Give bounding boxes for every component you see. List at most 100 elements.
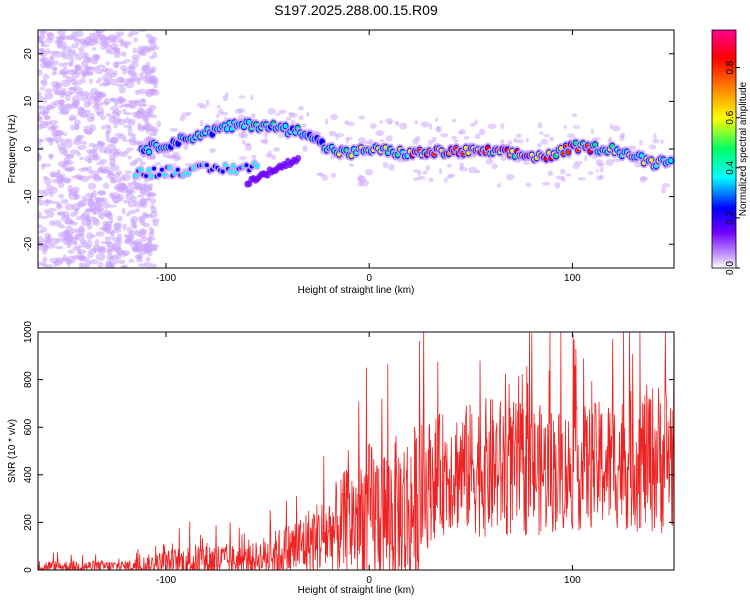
spectrogram-xlabel: Height of straight line (km) [298, 285, 415, 296]
heatmap-cell [40, 260, 46, 267]
heatmap-cell [137, 194, 145, 198]
heatmap-cell [653, 132, 657, 140]
x-tick-label: -100 [156, 575, 176, 586]
heatmap-cell [133, 173, 138, 178]
heatmap-cell [422, 170, 428, 175]
heatmap-cell [51, 65, 58, 71]
heatmap-cell [267, 107, 277, 115]
heatmap-cell [77, 249, 87, 255]
heatmap-cell [69, 149, 80, 155]
heatmap-cell [67, 184, 73, 193]
heatmap-cell [65, 94, 71, 102]
y-tick-label: 0 [23, 567, 34, 573]
heatmap-cell [431, 136, 437, 143]
heatmap-cell [48, 153, 54, 160]
heatmap-cell [175, 167, 180, 172]
heatmap-cell [113, 200, 119, 204]
heatmap-cell [72, 186, 80, 193]
chart-title: S197.2025.288.00.15.R09 [274, 2, 438, 18]
heatmap-cell [222, 94, 229, 102]
heatmap-cell [137, 106, 144, 114]
heatmap-cell [142, 213, 152, 217]
heatmap-cell [39, 86, 46, 91]
heatmap-cell [94, 208, 105, 212]
heatmap-cell [127, 99, 137, 104]
heatmap-cell [41, 79, 48, 87]
heatmap-cell [132, 47, 138, 54]
heatmap-cell [104, 236, 112, 242]
heatmap-cell [106, 254, 114, 261]
heatmap-cell [141, 46, 151, 54]
heatmap-cell [69, 114, 76, 121]
heatmap-cell [95, 30, 105, 34]
heatmap-cell [639, 139, 643, 146]
heatmap-cell [242, 139, 246, 145]
heatmap-cell [44, 92, 54, 100]
heatmap-cell [43, 209, 49, 214]
heatmap-cell [97, 190, 106, 196]
y-tick-label: -10 [23, 189, 34, 204]
heatmap-cell [130, 196, 138, 203]
heatmap-cell [132, 221, 137, 228]
heatmap-cell [39, 30, 45, 37]
heatmap-cell [52, 85, 58, 92]
heatmap-cell [72, 246, 79, 251]
heatmap-cell [228, 169, 233, 174]
heatmap-cell [516, 133, 522, 138]
heatmap-cell [38, 195, 42, 202]
heatmap-cell [94, 196, 101, 202]
heatmap-cell [283, 123, 288, 129]
heatmap-cell [40, 62, 48, 69]
heatmap-cell [42, 189, 53, 195]
heatmap-cell [137, 251, 147, 256]
heatmap-cell [588, 150, 592, 153]
heatmap-cell [124, 170, 132, 174]
heatmap-cell [590, 128, 595, 134]
heatmap-cell [536, 143, 542, 148]
heatmap-cell [639, 176, 649, 181]
heatmap-cell [357, 174, 364, 182]
heatmap-cell [172, 151, 181, 158]
heatmap-cell [80, 213, 90, 221]
heatmap-cell [95, 231, 105, 237]
x-tick-label: 100 [564, 575, 581, 586]
heatmap-cell [84, 129, 92, 135]
heatmap-cell [65, 76, 75, 83]
heatmap-cell [231, 164, 236, 169]
heatmap-cell [106, 265, 113, 268]
heatmap-cell [40, 56, 49, 64]
heatmap-cell [428, 139, 433, 146]
heatmap-cell [541, 181, 551, 186]
heatmap-cell [100, 45, 106, 51]
heatmap-cell [148, 226, 154, 232]
heatmap-cell [81, 60, 89, 67]
heatmap-cell [167, 165, 172, 170]
heatmap-cell [78, 46, 85, 52]
heatmap-cell [140, 197, 147, 204]
heatmap-cell [567, 133, 576, 139]
heatmap-cell [132, 159, 138, 164]
heatmap-cell [365, 169, 374, 176]
heatmap-cell [38, 230, 45, 234]
heatmap-cell [597, 162, 605, 167]
heatmap-cell [137, 122, 142, 130]
heatmap-cell [216, 105, 221, 109]
heatmap-cell [88, 78, 93, 84]
heatmap-cell [474, 133, 481, 139]
heatmap-cell [130, 118, 136, 126]
heatmap-cell [468, 166, 477, 174]
heatmap-cell [64, 168, 73, 173]
heatmap-cell [124, 43, 129, 49]
heatmap-cell [238, 95, 246, 99]
heatmap-cell [306, 111, 310, 117]
heatmap-cell [448, 173, 456, 178]
heatmap-cell [90, 95, 97, 100]
heatmap-cell [144, 72, 151, 77]
heatmap-cell [56, 202, 62, 209]
heatmap-cell [102, 220, 109, 226]
heatmap-cell [138, 88, 147, 95]
heatmap-cell [134, 184, 143, 191]
heatmap-cell [86, 232, 94, 241]
heatmap-cell [92, 247, 99, 252]
